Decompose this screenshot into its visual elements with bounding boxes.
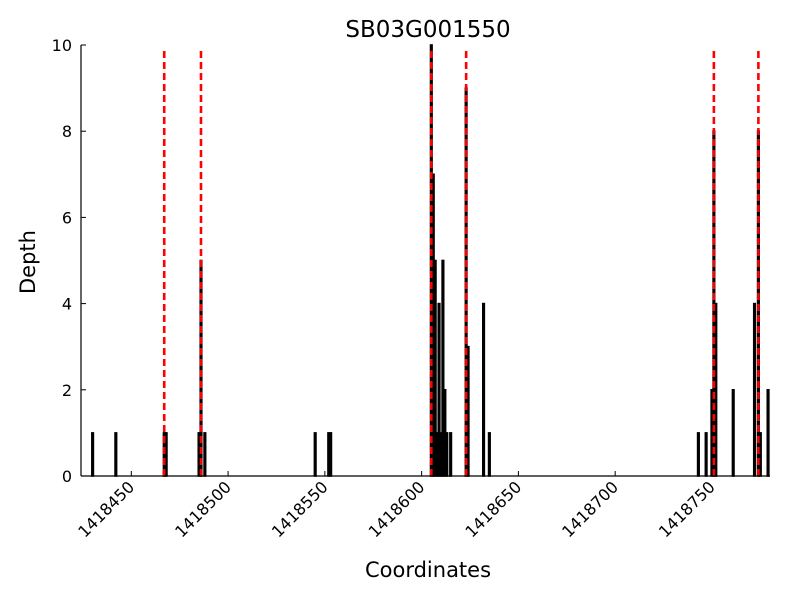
- axes: [80, 45, 770, 477]
- bar-9: [329, 432, 333, 477]
- bar-3: [164, 432, 168, 477]
- chart-title: SB03G001550: [345, 17, 510, 43]
- bar-24: [696, 432, 700, 477]
- bar-23: [487, 432, 491, 477]
- bar-1: [114, 432, 118, 477]
- y-ticks: 0 2 4 6 8 10: [52, 36, 86, 486]
- markers-layer: [162, 51, 760, 476]
- y-axis-label: Depth: [16, 230, 40, 294]
- y-tick-label-2: 4: [62, 295, 72, 314]
- bar-22: [481, 302, 486, 477]
- y-tick-label-0: 0: [62, 467, 72, 486]
- x-tick-label-6: 1418750: [655, 477, 719, 541]
- bar-33: [766, 388, 770, 477]
- bar-29: [731, 388, 735, 477]
- y-tick-label-4: 8: [62, 122, 72, 141]
- x-tick-label-3: 1418600: [365, 477, 429, 541]
- bar-7: [313, 432, 317, 477]
- y-tick-label-3: 6: [62, 208, 72, 227]
- bar-25: [704, 432, 708, 477]
- x-tick-label-0: 1418450: [74, 477, 138, 541]
- bar-28: [714, 302, 718, 477]
- bar-0: [91, 432, 95, 477]
- x-tick-label-4: 1418650: [461, 477, 525, 541]
- bar-21: [466, 345, 470, 477]
- x-tick-label-1: 1418500: [171, 477, 235, 541]
- bar-18: [445, 432, 449, 477]
- bar-31: [756, 130, 760, 477]
- bar-6: [203, 432, 207, 477]
- x-tick-label-2: 1418550: [268, 477, 332, 541]
- y-tick-label-1: 2: [62, 381, 72, 400]
- bar-30: [752, 302, 757, 477]
- x-tick-label-5: 1418700: [558, 477, 622, 541]
- x-ticks: 1418450 1418500 1418550 1418600 1418650 14187…: [74, 471, 719, 541]
- bar-32: [758, 432, 762, 477]
- bar-5: [199, 259, 203, 477]
- y-tick-label-5: 10: [52, 36, 72, 55]
- bar-19: [449, 432, 453, 477]
- x-axis-label: Coordinates: [365, 558, 491, 582]
